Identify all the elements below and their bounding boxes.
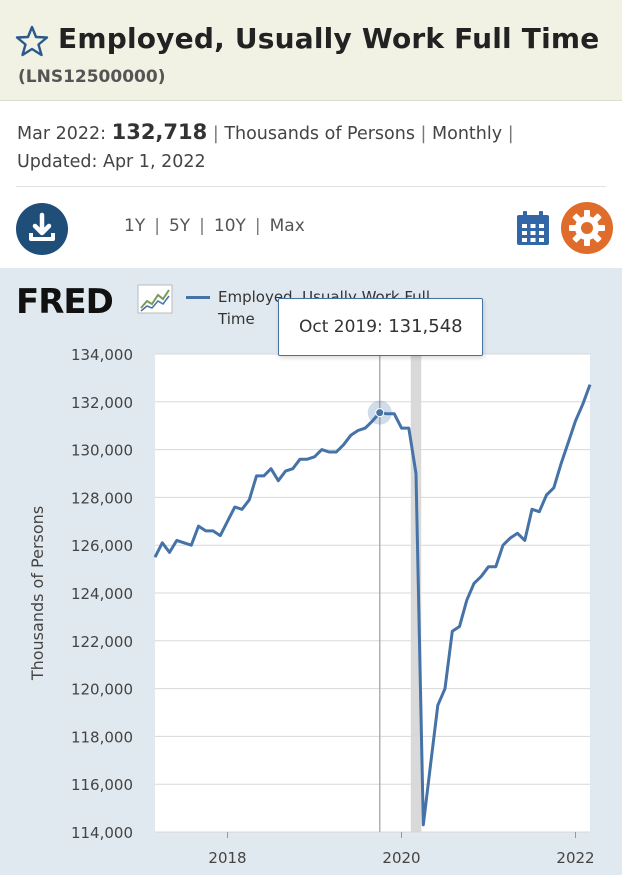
settings-button[interactable] [561, 202, 613, 254]
series-header: Employed, Usually Work Full Time (LNS125… [0, 0, 622, 101]
series-line [153, 384, 592, 827]
frequency-label: Monthly [432, 124, 503, 144]
tooltip-value: 131,548 [388, 316, 463, 337]
y-tick-label: 124,000 [71, 585, 133, 603]
y-tick-label: 120,000 [71, 681, 133, 699]
y-tick-label: 128,000 [71, 489, 133, 507]
star-icon[interactable] [15, 24, 49, 58]
x-tick-label: 2022 [556, 849, 594, 867]
download-icon [29, 212, 55, 241]
calendar-icon[interactable] [514, 209, 552, 247]
x-tick-label: 2018 [208, 849, 246, 867]
y-tick-label: 134,000 [71, 346, 133, 364]
series-title: Employed, Usually Work Full Time [58, 22, 600, 55]
hover-point [375, 408, 385, 418]
units-label: Thousands of Persons [224, 124, 415, 144]
series-meta: Mar 2022: 132,718 | Thousands of Persons… [17, 120, 514, 172]
gear-icon [569, 210, 605, 246]
range-1y[interactable]: 1Y [124, 216, 146, 236]
divider [16, 186, 606, 187]
y-tick-label: 132,000 [71, 394, 133, 412]
y-axis-label: Thousands of Persons [28, 506, 47, 681]
range-10y[interactable]: 10Y [213, 216, 246, 236]
updated-date: Apr 1, 2022 [102, 152, 206, 172]
y-tick-label: 118,000 [71, 728, 133, 746]
download-button[interactable] [16, 203, 68, 255]
fred-logo: FRED [16, 282, 114, 322]
y-tick-label: 126,000 [71, 537, 133, 555]
date-range-selector: 1Y | 5Y | 10Y | Max [124, 216, 305, 236]
fred-graph-icon [137, 284, 173, 314]
series-id: (LNS12500000) [18, 67, 166, 87]
y-tick-label: 130,000 [71, 442, 133, 460]
range-max[interactable]: Max [269, 216, 305, 236]
legend-swatch [186, 296, 210, 299]
range-5y[interactable]: 5Y [168, 216, 191, 236]
y-tick-label: 122,000 [71, 633, 133, 651]
tooltip-date: Oct 2019: [299, 317, 383, 337]
chart-tooltip: Oct 2019: 131,548 [278, 298, 483, 356]
updated-label: Updated: [17, 152, 98, 172]
latest-value: 132,718 [111, 120, 208, 144]
x-tick-label: 2020 [382, 849, 420, 867]
y-tick-label: 116,000 [71, 776, 133, 794]
y-tick-label: 114,000 [71, 824, 133, 842]
latest-date: Mar 2022: [17, 124, 107, 144]
